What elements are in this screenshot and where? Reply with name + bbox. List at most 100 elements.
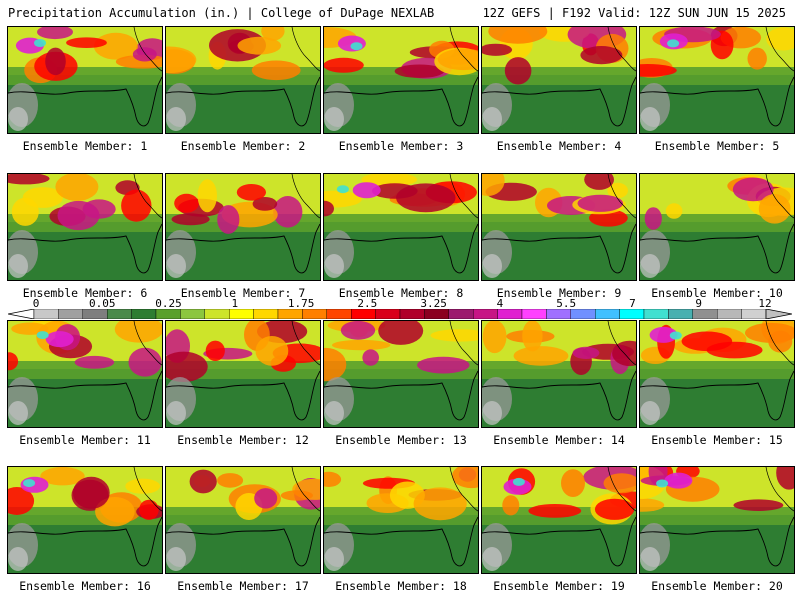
ensemble-member-panel: Ensemble Member: 14 xyxy=(481,320,637,447)
ensemble-member-panel: Ensemble Member: 13 xyxy=(323,320,479,447)
ensemble-member-label: Ensemble Member: 5 xyxy=(654,139,780,153)
ensemble-member-label: Ensemble Member: 18 xyxy=(335,579,467,593)
colorbar-segment xyxy=(399,309,425,319)
ensemble-member-panel: Ensemble Member: 9 xyxy=(481,173,637,300)
colorbar-tick-label: 7 xyxy=(629,297,636,310)
model-run-info: 12Z GEFS | F192 Valid: 12Z SUN JUN 15 20… xyxy=(482,6,786,20)
map-title: Precipitation Accumulation (in.) | Colle… xyxy=(8,6,435,20)
ensemble-member-label: Ensemble Member: 17 xyxy=(177,579,309,593)
ensemble-member-panel: Ensemble Member: 6 xyxy=(7,173,163,300)
ensemble-member-panel: Ensemble Member: 4 xyxy=(481,26,637,153)
ensemble-member-label: Ensemble Member: 2 xyxy=(180,139,306,153)
ensemble-member-label: Ensemble Member: 4 xyxy=(496,139,622,153)
ensemble-member-panel: Ensemble Member: 11 xyxy=(7,320,163,447)
colorbar-segment xyxy=(277,309,303,319)
ensemble-member-label: Ensemble Member: 9 xyxy=(496,286,622,300)
colorbar-segment xyxy=(155,309,181,319)
colorbar-tick-label: 0.25 xyxy=(155,297,182,310)
colorbar-segment xyxy=(595,309,620,319)
ensemble-member-panel: Ensemble Member: 1 xyxy=(7,26,163,153)
precip-map xyxy=(165,26,321,134)
colorbar-segment xyxy=(253,309,279,319)
ensemble-member-label: Ensemble Member: 15 xyxy=(651,433,783,447)
colorbar-segment xyxy=(228,309,254,319)
colorbar-tick-label: 1.75 xyxy=(287,297,315,310)
colorbar-tick-label: 0.05 xyxy=(89,297,116,310)
ensemble-member-label: Ensemble Member: 11 xyxy=(19,433,151,447)
precip-map xyxy=(481,26,637,134)
precip-map xyxy=(323,173,479,281)
ensemble-member-panel: Ensemble Member: 19 xyxy=(481,466,637,593)
ensemble-member-panel: Ensemble Member: 12 xyxy=(165,320,321,447)
precip-map xyxy=(165,320,321,428)
precip-map xyxy=(323,26,479,134)
colorbar-segment xyxy=(741,309,767,319)
colorbar-segment xyxy=(58,309,84,319)
colorbar-segment xyxy=(33,309,59,319)
precip-colorbar: 0 0.05 0.25 1 1.75 2.5 3.25 4 5.5 7 9 12 xyxy=(8,297,792,319)
colorbar-tick-label: 3.25 xyxy=(420,297,447,310)
ensemble-member-label: Ensemble Member: 13 xyxy=(335,433,467,447)
ensemble-member-panel: Ensemble Member: 10 xyxy=(639,173,795,300)
precip-map xyxy=(165,173,321,281)
colorbar-min-arrow xyxy=(8,309,35,319)
colorbar-segment xyxy=(497,309,523,319)
precip-map xyxy=(323,320,479,428)
ensemble-member-panel: Ensemble Member: 16 xyxy=(7,466,163,593)
ensemble-member-panel: Ensemble Member: 20 xyxy=(639,466,795,593)
precip-map xyxy=(639,320,795,428)
ensemble-member-label: Ensemble Member: 10 xyxy=(651,286,783,300)
ensemble-member-label: Ensemble Member: 14 xyxy=(493,433,625,447)
colorbar-scale xyxy=(8,309,792,319)
ensemble-member-label: Ensemble Member: 6 xyxy=(22,286,148,300)
colorbar-segment xyxy=(546,309,572,319)
precip-map xyxy=(639,26,795,134)
precip-map xyxy=(481,466,637,574)
colorbar-segment xyxy=(131,309,157,319)
colorbar-segment xyxy=(619,309,645,319)
colorbar-tick-label: 12 xyxy=(758,297,772,310)
ensemble-member-panel: Ensemble Member: 8 xyxy=(323,173,479,300)
ensemble-member-panel: Ensemble Member: 15 xyxy=(639,320,795,447)
colorbar-segment xyxy=(204,309,230,319)
colorbar-segment xyxy=(375,309,401,319)
precip-map xyxy=(323,466,479,574)
ensemble-member-panel: Ensemble Member: 3 xyxy=(323,26,479,153)
ensemble-member-panel: Ensemble Member: 18 xyxy=(323,466,479,593)
ensemble-member-label: Ensemble Member: 7 xyxy=(180,286,306,300)
colorbar-tick-label: 4 xyxy=(496,297,504,310)
precip-map xyxy=(7,26,163,134)
colorbar-segment xyxy=(351,309,376,319)
precip-map xyxy=(639,466,795,574)
colorbar-tick-label: 0 xyxy=(32,297,40,310)
colorbar-segment xyxy=(326,309,352,319)
colorbar-tick-label: 1 xyxy=(231,297,239,310)
ensemble-member-label: Ensemble Member: 12 xyxy=(177,433,309,447)
colorbar-segment xyxy=(643,309,669,319)
colorbar-segment xyxy=(302,309,327,319)
colorbar-max-arrow xyxy=(765,309,792,319)
colorbar-segment xyxy=(448,309,474,319)
precip-map xyxy=(7,173,163,281)
colorbar-segment xyxy=(570,309,596,319)
colorbar-tick-label: 9 xyxy=(695,297,703,310)
ensemble-member-label: Ensemble Member: 20 xyxy=(651,579,783,593)
precip-map xyxy=(7,320,163,428)
precip-map xyxy=(481,320,637,428)
precip-map xyxy=(7,466,163,574)
colorbar-segment xyxy=(473,309,498,319)
precip-map xyxy=(165,466,321,574)
colorbar-segment xyxy=(521,309,547,319)
ensemble-member-label: Ensemble Member: 3 xyxy=(338,139,464,153)
colorbar-tick-label: 5.5 xyxy=(556,297,577,310)
ensemble-member-label: Ensemble Member: 1 xyxy=(22,139,148,153)
colorbar-segment xyxy=(180,309,205,319)
ensemble-member-panel: Ensemble Member: 7 xyxy=(165,173,321,300)
ensemble-member-label: Ensemble Member: 8 xyxy=(338,286,464,300)
colorbar-segment xyxy=(82,309,108,319)
colorbar-segment xyxy=(424,309,449,319)
precip-map xyxy=(481,173,637,281)
colorbar-tick-label: 2.5 xyxy=(357,297,378,310)
colorbar-segment xyxy=(106,309,132,319)
ensemble-member-label: Ensemble Member: 19 xyxy=(493,579,625,593)
